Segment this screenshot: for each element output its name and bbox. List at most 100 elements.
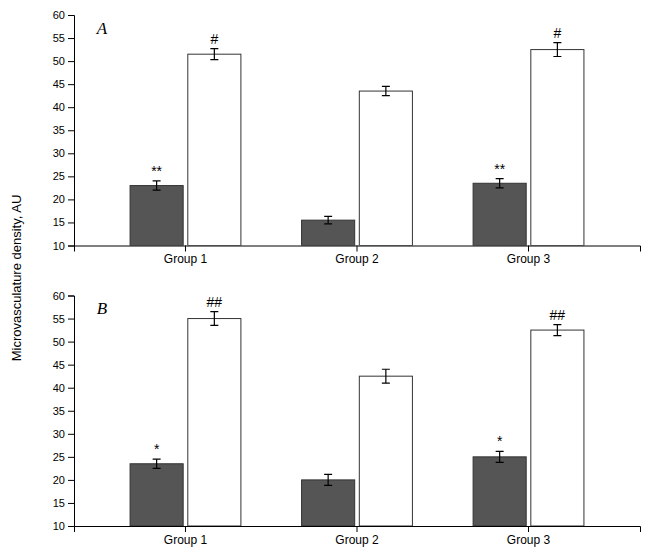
tick-label: Group 1 — [164, 533, 208, 547]
tick-label: 55 — [53, 313, 65, 325]
tick-label: 10 — [53, 520, 65, 532]
error-bar-line — [328, 216, 329, 223]
y-tick: 25 — [53, 451, 74, 463]
error-bar-line — [153, 180, 161, 181]
tick-mark — [68, 296, 74, 297]
tick-label: 35 — [53, 405, 65, 417]
axis-line — [68, 296, 75, 527]
tick-label: 50 — [53, 336, 65, 348]
y-tick: 10 — [53, 520, 74, 532]
bar — [359, 91, 412, 245]
bar — [359, 376, 412, 526]
error-bar-line — [553, 335, 561, 336]
error-bar-line — [499, 451, 500, 462]
tick-mark — [68, 526, 74, 527]
error-bar — [382, 369, 390, 383]
error-bar-line — [382, 95, 390, 96]
tick-label: 55 — [53, 32, 65, 44]
chart: ****##1015202530354045505560Group 1Group… — [0, 0, 655, 556]
error-bar-line — [153, 190, 161, 191]
x-tick: Group 1 — [164, 526, 208, 547]
tick-label: 30 — [53, 147, 65, 159]
tick-mark — [68, 411, 74, 412]
y-tick: 35 — [53, 405, 74, 417]
tick-mark — [68, 199, 74, 200]
error-bar-line — [496, 178, 504, 179]
tick-label: 15 — [53, 216, 65, 228]
error-bar — [382, 86, 390, 95]
annotation: # — [210, 31, 218, 47]
annotations: **#### — [154, 294, 565, 458]
tick-mark — [68, 457, 74, 458]
tick-label: 25 — [53, 451, 65, 463]
bar — [302, 220, 355, 245]
tick-mark — [185, 246, 186, 252]
tick-mark — [68, 84, 74, 85]
error-bar-line — [153, 459, 161, 460]
panel: **####1015202530354045505560Group 1Group… — [53, 290, 641, 547]
y-tick: 30 — [53, 428, 74, 440]
axis-line — [75, 246, 641, 252]
y-tick: 60 — [53, 290, 74, 302]
error-bar-line — [153, 468, 161, 469]
tick-label: 45 — [53, 78, 65, 90]
bar — [130, 186, 183, 246]
y-tick: 50 — [53, 55, 74, 67]
tick-mark — [68, 153, 74, 154]
tick-mark — [68, 365, 74, 366]
y-tick: 40 — [53, 101, 74, 113]
error-bar — [210, 312, 218, 326]
tick-label: Group 1 — [164, 252, 208, 266]
tick-mark — [68, 319, 74, 320]
y-tick: 45 — [53, 78, 74, 90]
x-tick: Group 3 — [507, 246, 551, 267]
error-bar-line — [496, 462, 504, 463]
error-bar-line — [324, 474, 332, 475]
axis-line — [75, 527, 641, 533]
error-bar-line — [328, 474, 329, 485]
y-tick: 25 — [53, 170, 74, 182]
x-tick: Group 1 — [164, 246, 208, 267]
error-bar-line — [382, 382, 390, 383]
y-tick: 60 — [53, 9, 74, 21]
tick-label: 20 — [53, 474, 65, 486]
tick-label: Group 3 — [507, 252, 551, 266]
tick-mark — [68, 246, 74, 247]
error-bar — [324, 474, 332, 485]
tick-label: 45 — [53, 359, 65, 371]
y-tick: 20 — [53, 474, 74, 486]
error-bar-line — [382, 86, 390, 87]
annotation: ## — [550, 307, 566, 323]
y-tick: 50 — [53, 336, 74, 348]
tick-mark — [357, 246, 358, 252]
error-bar-line — [210, 48, 218, 49]
y-tick: 15 — [53, 216, 74, 228]
tick-label: 25 — [53, 170, 65, 182]
tick-label: 60 — [53, 9, 65, 21]
error-bar — [153, 181, 161, 190]
error-bar-line — [385, 369, 386, 383]
annotation: # — [553, 25, 561, 41]
tick-mark — [68, 388, 74, 389]
y-tick: 30 — [53, 147, 74, 159]
bar — [531, 330, 584, 526]
tick-label: 40 — [53, 101, 65, 113]
series — [188, 43, 584, 246]
bar — [473, 183, 526, 245]
error-bar — [210, 49, 218, 60]
tick-mark — [68, 107, 74, 108]
bar — [531, 50, 584, 246]
bar — [188, 319, 241, 526]
tick-mark — [68, 38, 74, 39]
tick-label: 50 — [53, 55, 65, 67]
annotation: * — [154, 441, 160, 457]
axis-line — [68, 16, 75, 247]
error-bar-line — [324, 216, 332, 217]
y-tick: 15 — [53, 497, 74, 509]
error-bar — [553, 325, 561, 336]
bar — [188, 54, 241, 245]
error-bar-line — [214, 312, 215, 326]
y-tick: 40 — [53, 382, 74, 394]
annotation: * — [497, 433, 503, 449]
x-tick: Group 2 — [335, 246, 379, 267]
